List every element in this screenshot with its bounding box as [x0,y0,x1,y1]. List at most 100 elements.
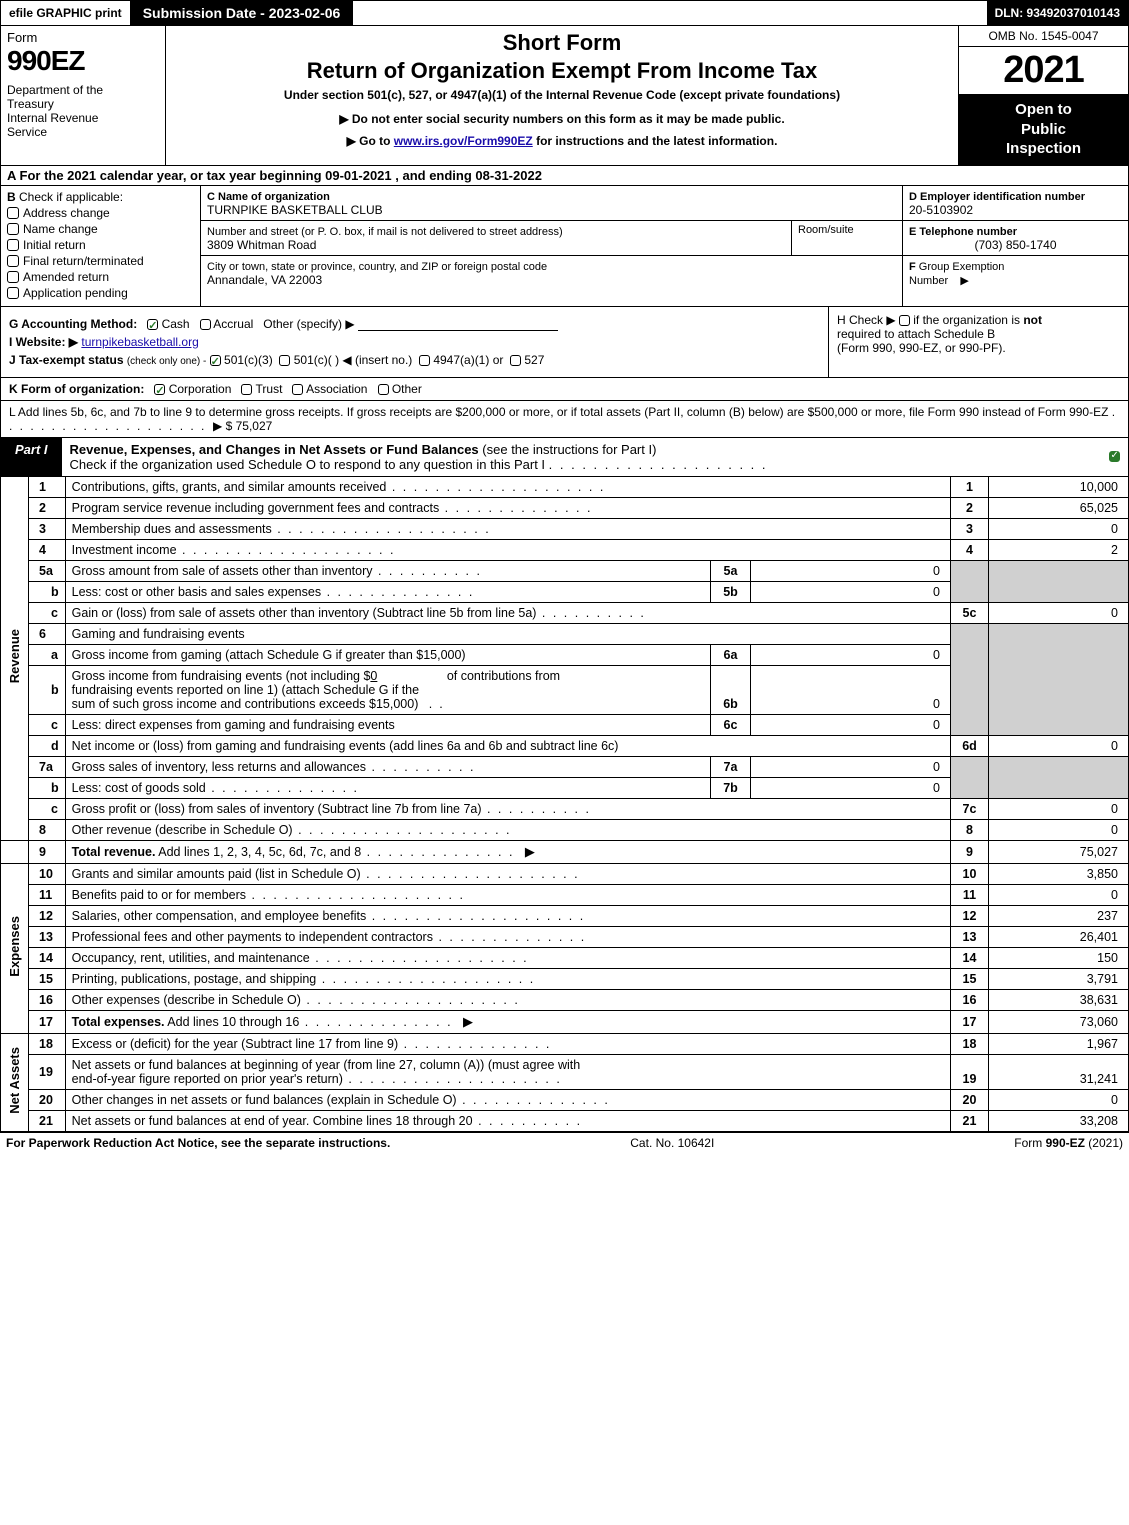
box-num: 13 [951,926,989,947]
part-i-check[interactable] [1100,438,1128,476]
part-i-title-paren: (see the instructions for Part I) [482,442,656,457]
netassets-label: Net Assets [1,1033,29,1131]
row-a: A For the 2021 calendar year, or tax yea… [0,166,1129,186]
chk-address-change[interactable]: Address change [7,206,194,220]
amount: 38,631 [989,989,1129,1010]
mini-label: 7a [711,756,751,777]
box-num: 18 [951,1033,989,1054]
line-num: c [29,602,66,623]
amount-shaded [989,623,1129,735]
box-num: 14 [951,947,989,968]
mini-label: 5b [711,581,751,602]
chk-501c[interactable] [279,355,290,366]
line-4: 4 Investment income 4 2 [1,539,1129,560]
expenses-label: Expenses [1,863,29,1033]
chk-h[interactable] [899,315,910,326]
part-i-tab: Part I [1,438,62,476]
h-text2: if the organization is [910,313,1023,327]
line-num: 5a [29,560,66,581]
line-num: b [29,665,66,714]
row-a-label: A For the 2021 calendar year, or tax yea… [7,168,325,183]
chk-trust[interactable] [241,384,252,395]
amount: 75,027 [989,840,1129,863]
line-20: 20 Other changes in net assets or fund b… [1,1089,1129,1110]
h-not: not [1023,313,1042,327]
line-num: a [29,644,66,665]
line-desc: Membership dues and assessments [65,518,950,539]
chk-accrual[interactable] [200,319,211,330]
amount: 0 [989,884,1129,905]
line-5c: c Gain or (loss) from sale of assets oth… [1,602,1129,623]
chk-label: Application pending [23,286,128,300]
chk-501c3[interactable] [210,355,221,366]
line-num: 13 [29,926,66,947]
chk-label: Amended return [23,270,109,284]
line-10: Expenses 10 Grants and similar amounts p… [1,863,1129,884]
row-j: J Tax-exempt status (check only one) - 5… [9,353,820,367]
amount: 10,000 [989,477,1129,498]
ein-block: D Employer identification number 20-5103… [903,186,1128,221]
j-label: J Tax-exempt status [9,353,124,367]
chk-cash[interactable] [147,319,158,330]
chk-name-change[interactable]: Name change [7,222,194,236]
mini-amount: 0 [751,560,951,581]
opt-corporation: Corporation [169,382,232,396]
form-label: Form [7,30,159,45]
chk-final-return[interactable]: Final return/terminated [7,254,194,268]
city-label: City or town, state or province, country… [207,261,547,273]
chk-corporation[interactable] [154,384,165,395]
line-num: 21 [29,1110,66,1131]
chk-4947[interactable] [419,355,430,366]
box-num: 20 [951,1089,989,1110]
chk-other-org[interactable] [378,384,389,395]
line-desc: Gross sales of inventory, less returns a… [65,756,710,777]
line-num: 12 [29,905,66,926]
amount: 0 [989,518,1129,539]
line-6: 6 Gaming and fundraising events [1,623,1129,644]
goto-link[interactable]: www.irs.gov/Form990EZ [394,134,533,148]
opt-accrual: Accrual [213,317,253,331]
row-k: K Form of organization: Corporation Trus… [0,378,1129,401]
chk-association[interactable] [292,384,303,395]
line-num: 10 [29,863,66,884]
mini-label: 6b [711,665,751,714]
line-desc: Gross income from gaming (attach Schedul… [65,644,710,665]
amount: 73,060 [989,1010,1129,1033]
line-9: 9 Total revenue. Add lines 1, 2, 3, 4, 5… [1,840,1129,863]
chk-label: Final return/terminated [23,254,144,268]
block-ghij: G Accounting Method: Cash Accrual Other … [0,307,1129,378]
line-num: 19 [29,1054,66,1089]
amount: 26,401 [989,926,1129,947]
header-right: OMB No. 1545-0047 2021 Open toPublicInsp… [958,26,1128,165]
line-16: 16 Other expenses (describe in Schedule … [1,989,1129,1010]
chk-527[interactable] [510,355,521,366]
revenue-label: Revenue [1,477,29,841]
chk-initial-return[interactable]: Initial return [7,238,194,252]
other-specify-line[interactable] [358,330,558,331]
chk-application-pending[interactable]: Application pending [7,286,194,300]
website-link[interactable]: turnpikebasketball.org [81,335,198,349]
top-bar: efile GRAPHIC print Submission Date - 20… [0,0,1129,26]
amount: 3,850 [989,863,1129,884]
amount: 150 [989,947,1129,968]
part-i-header: Part I Revenue, Expenses, and Changes in… [0,438,1129,477]
line-desc: Gaming and fundraising events [65,623,950,644]
amount: 0 [989,819,1129,840]
amount: 0 [989,602,1129,623]
chk-label: Initial return [23,238,86,252]
goto-line: ▶ Go to www.irs.gov/Form990EZ for instru… [174,134,950,148]
row-i: I Website: ▶ turnpikebasketball.org [9,335,820,349]
group-exemption-block: F Group ExemptionNumber ▶ [903,256,1128,290]
header-center: Short Form Return of Organization Exempt… [166,26,958,165]
under-section: Under section 501(c), 527, or 4947(a)(1)… [174,88,950,102]
line-desc: Other revenue (describe in Schedule O) [65,819,950,840]
department: Department of theTreasuryInternal Revenu… [7,83,159,139]
line-7c: c Gross profit or (loss) from sales of i… [1,798,1129,819]
amount: 33,208 [989,1110,1129,1131]
efile-print[interactable]: efile GRAPHIC print [1,1,131,25]
chk-amended-return[interactable]: Amended return [7,270,194,284]
d-label: D Employer identification number [909,191,1085,203]
phone: (703) 850-1740 [909,238,1122,252]
b-label: B Check if applicable: [7,190,194,204]
line-2: 2 Program service revenue including gove… [1,497,1129,518]
